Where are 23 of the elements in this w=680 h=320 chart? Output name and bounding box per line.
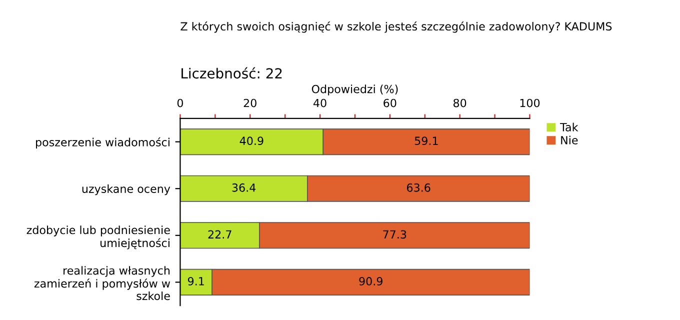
- chart-subtitle: Liczebność: 22: [182, 67, 282, 79]
- y-tick-label: poszerzenie wiadomości: [36, 137, 170, 149]
- y-tick-label: uzyskane oceny: [82, 184, 170, 196]
- data-label: 22.7: [208, 230, 232, 238]
- data-label: 40.9: [240, 136, 264, 146]
- x-tick-label: 80: [454, 98, 466, 108]
- x-tick-label: 60: [384, 98, 396, 108]
- chart-title: Z których swoich osiągnięć w szkole jesteś szczególnie zadowolony? KADUMS: [180, 22, 612, 33]
- data-label: 63.6: [406, 183, 430, 192]
- x-axis-title: Odpowiedzi (%): [312, 84, 398, 96]
- y-tick-label: zdobycie lub podniesienie umiejętności: [26, 226, 170, 250]
- y-tick-label: realizacja własnych zamierzeń i pomysłów w szkole: [34, 266, 170, 300]
- legend-label: Nie: [561, 136, 578, 144]
- data-label: 59.1: [414, 136, 438, 146]
- data-label: 36.4: [232, 183, 256, 192]
- x-tick-label: 0: [177, 98, 183, 108]
- x-tick-label: 20: [244, 98, 256, 108]
- data-label: 90.9: [359, 277, 382, 286]
- legend-label: Tak: [560, 122, 578, 132]
- data-label: 9.1: [188, 277, 204, 286]
- x-tick-label: 100: [520, 98, 540, 108]
- data-label: 77.3: [383, 230, 406, 239]
- x-tick-label: 40: [313, 98, 326, 108]
